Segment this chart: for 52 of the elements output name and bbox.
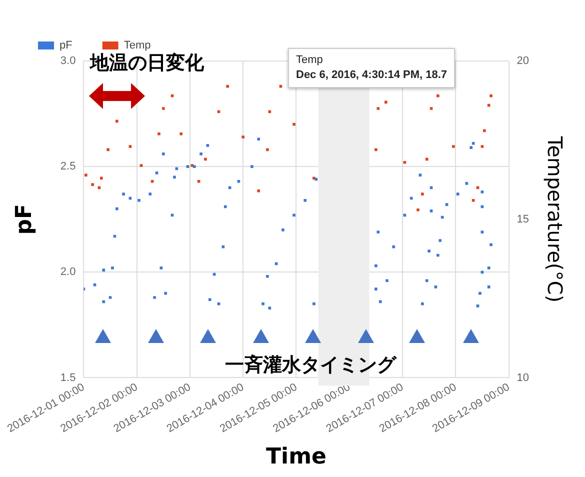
y2-tick-label: 10 [516, 372, 530, 384]
annotation: 一斉灌水タイミング [225, 353, 396, 378]
point [106, 148, 110, 152]
y-tick-label: 2.0 [60, 266, 76, 278]
point [416, 208, 420, 212]
point [204, 158, 207, 161]
point [487, 104, 490, 107]
point [84, 174, 88, 176]
point [197, 180, 200, 183]
point [472, 198, 475, 202]
y-tick-label: 1.5 [60, 372, 76, 384]
point [436, 94, 440, 98]
x-axis-title: Time [266, 444, 326, 470]
y-tick-label: 2.5 [60, 160, 76, 173]
point [242, 136, 245, 138]
legend-label: Temp [124, 40, 151, 52]
point [268, 110, 272, 114]
point [266, 148, 269, 152]
point [425, 158, 428, 161]
point [162, 107, 165, 110]
point [115, 120, 118, 123]
point [421, 192, 424, 196]
point [150, 180, 154, 183]
point [374, 148, 378, 152]
point [483, 129, 486, 132]
annotation: Dec 6, 2016, 4:30:14 PM, 18.7 [296, 68, 448, 83]
point [140, 164, 143, 167]
point [403, 160, 406, 164]
point [91, 183, 94, 186]
point [279, 84, 282, 88]
point [170, 94, 174, 98]
point [158, 132, 160, 136]
point [128, 145, 132, 148]
point [480, 145, 484, 148]
y-tick-label: 3.0 [60, 55, 76, 68]
point [226, 84, 230, 88]
y2-axis-title: Temperature(°C) [542, 135, 567, 303]
point [180, 132, 183, 136]
point [430, 107, 433, 110]
annotation: Temp [296, 53, 324, 68]
point [452, 145, 455, 148]
point [384, 100, 388, 104]
point [376, 107, 380, 110]
point [292, 122, 296, 126]
annotation: 地温の日変化 [90, 51, 204, 76]
point [257, 189, 260, 192]
point [100, 176, 103, 180]
y-axis-title: pF [12, 204, 37, 235]
legend-label: pF [60, 40, 73, 52]
point [490, 94, 492, 98]
y2-tick-label: 20 [516, 55, 530, 68]
y2-tick-label: 15 [516, 213, 530, 226]
